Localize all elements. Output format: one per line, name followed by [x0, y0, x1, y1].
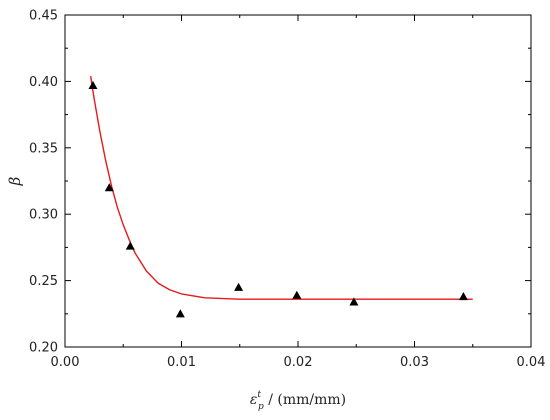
ticks: 0.00 0.01 0.02 0.03 0.04 0.20 0.25 0.30 0.35 0.40… — [29, 9, 545, 371]
data-point-triangle — [234, 282, 244, 291]
data-point-triangle — [292, 290, 302, 299]
x-tick-label: 0.04 — [517, 355, 546, 370]
x-axis-label: εt p / (mm/mm) — [250, 390, 346, 412]
y-tick-label: 0.25 — [29, 274, 58, 289]
x-axis-label-subscript: p — [258, 402, 264, 412]
x-tick-label: 0.02 — [284, 355, 313, 370]
x-tick-label: 0.01 — [167, 355, 196, 370]
y-tick-label: 0.20 — [29, 341, 58, 356]
plot-area — [64, 14, 532, 348]
x-axis-label-suffix: / (mm/mm) — [264, 392, 346, 408]
data-points — [88, 80, 468, 318]
y-tick-label: 0.35 — [29, 141, 58, 156]
x-axis-label-superscript: t — [257, 390, 261, 400]
data-point-triangle — [104, 183, 114, 192]
data-point-triangle — [175, 309, 185, 318]
data-point-triangle — [88, 80, 98, 89]
data-point-triangle — [349, 297, 359, 306]
data-point-triangle — [458, 292, 468, 301]
x-tick-label: 0.03 — [400, 355, 429, 370]
data-point-triangle — [125, 241, 135, 250]
y-axis-label: β — [6, 176, 24, 186]
fit-curve-line — [89, 75, 473, 300]
x-tick-label: 0.00 — [51, 355, 80, 370]
y-tick-label: 0.45 — [29, 9, 58, 24]
y-tick-label: 0.30 — [29, 208, 58, 223]
fit-curve-group — [89, 75, 473, 300]
x-axis-label-symbol: ε — [250, 392, 258, 408]
y-tick-label: 0.40 — [29, 75, 58, 90]
